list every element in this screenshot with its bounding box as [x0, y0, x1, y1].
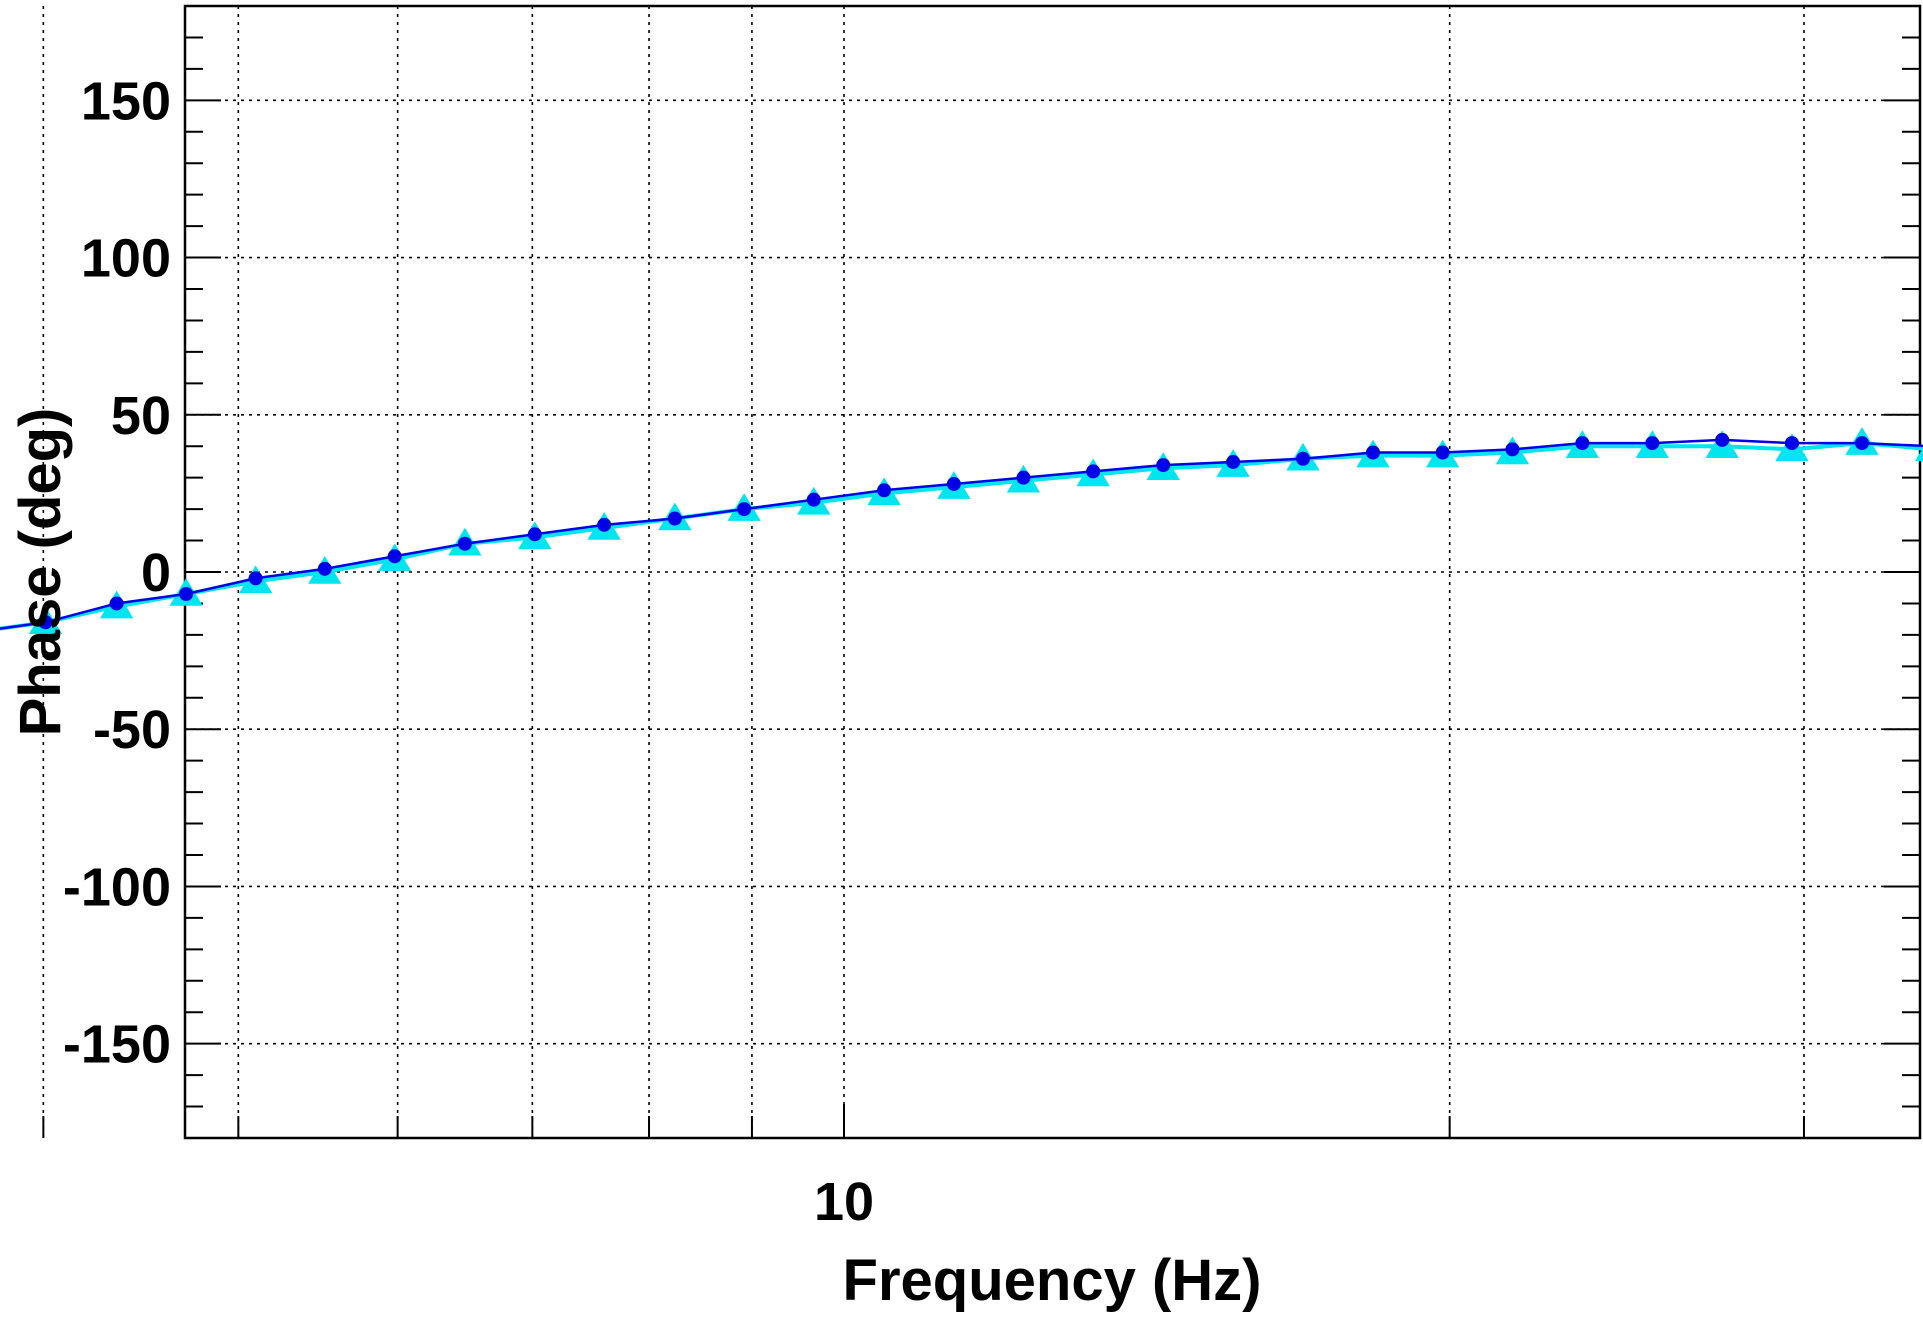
circle-point: [1784, 436, 1799, 451]
circle-point: [1016, 470, 1031, 485]
y-axis-title: Phase (deg): [8, 408, 73, 737]
series-line-triangle: [0, 441, 1923, 631]
circle-point: [1645, 436, 1660, 451]
circle-point: [946, 476, 961, 491]
y-tick-label: -100: [63, 857, 171, 917]
circle-point: [248, 571, 263, 586]
circle-point: [737, 502, 752, 517]
y-tick-label: 100: [81, 229, 171, 289]
axis-ticks: [42, 36, 1920, 1138]
circle-point: [877, 483, 892, 498]
circle-point: [109, 596, 124, 611]
circle-point: [457, 536, 472, 551]
y-tick-label: -150: [63, 1015, 171, 1075]
y-tick-label: 150: [81, 71, 171, 131]
circle-point: [1505, 442, 1520, 457]
circle-point: [179, 587, 194, 602]
circle-point: [1226, 454, 1241, 469]
circle-point: [317, 561, 332, 576]
triangle-point: [1915, 447, 1923, 462]
circle-point: [1435, 445, 1450, 460]
x-tick-label: 10: [814, 1172, 874, 1232]
circle-point: [1086, 464, 1101, 479]
series: [0, 427, 1923, 635]
circle-point: [1715, 432, 1730, 447]
circle-point: [1366, 445, 1381, 460]
tick-labels: 150 100 50 0 -50 -100 -150 10: [63, 71, 874, 1232]
circle-point: [527, 527, 542, 542]
circle-point: [1296, 451, 1311, 466]
y-tick-label: 50: [111, 386, 171, 446]
circle-point: [1854, 436, 1869, 451]
y-tick-label: -50: [93, 700, 171, 760]
circle-point: [597, 517, 612, 532]
y-tick-label: 0: [141, 543, 171, 603]
x-axis-title: Frequency (Hz): [843, 1248, 1262, 1313]
circle-point: [387, 549, 402, 564]
grid: [42, 6, 1920, 1138]
circle-point: [1156, 458, 1171, 473]
circle-point: [806, 492, 821, 507]
circle-point: [1575, 436, 1590, 451]
circle-point: [667, 511, 682, 526]
circle-point: [38, 615, 53, 630]
plot-frame: [183, 4, 1922, 1140]
